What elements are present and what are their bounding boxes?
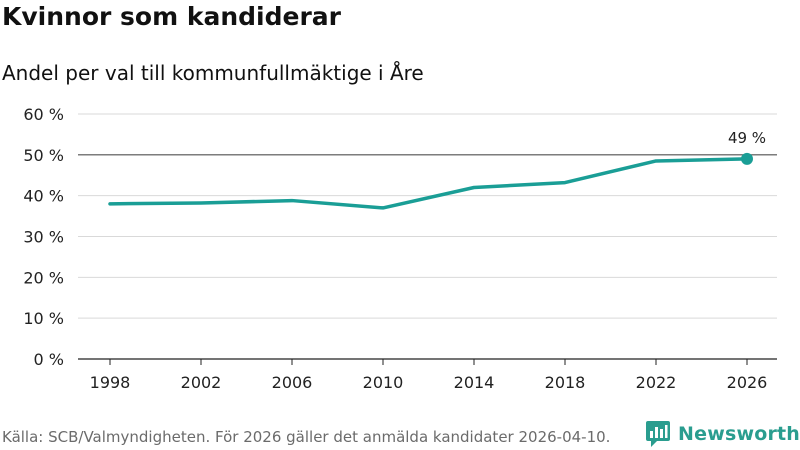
chart-subtitle: Andel per val till kommunfullmäktige i Å… — [2, 61, 424, 85]
y-tick-label: 20 % — [23, 268, 64, 287]
y-tick-label: 40 % — [23, 187, 64, 206]
x-tick-label: 2026 — [727, 373, 768, 392]
x-tick-label: 2022 — [636, 373, 677, 392]
y-tick-label: 0 % — [34, 350, 64, 369]
chart-title: Kvinnor som kandiderar — [2, 2, 341, 31]
y-tick-label: 10 % — [23, 309, 64, 328]
x-tick-label: 2002 — [181, 373, 222, 392]
x-tick-label: 2014 — [454, 373, 495, 392]
y-tick-label: 30 % — [23, 228, 64, 247]
y-tick-label: 50 % — [23, 146, 64, 165]
newsworthy-logo-icon — [646, 421, 670, 447]
brand-name: Newsworthy — [678, 423, 800, 445]
end-point-marker — [741, 152, 753, 165]
source-note: Källa: SCB/Valmyndigheten. För 2026 gäll… — [2, 428, 611, 446]
x-tick-label: 2006 — [272, 373, 313, 392]
end-value-label: 49 % — [728, 129, 766, 147]
x-tick-label: 2018 — [545, 373, 586, 392]
x-tick-label: 1998 — [90, 373, 131, 392]
y-tick-label: 60 % — [23, 105, 64, 124]
newsworthy-logo: Newsworthy — [645, 420, 800, 448]
series-line — [108, 157, 749, 210]
x-tick-label: 2010 — [363, 373, 404, 392]
